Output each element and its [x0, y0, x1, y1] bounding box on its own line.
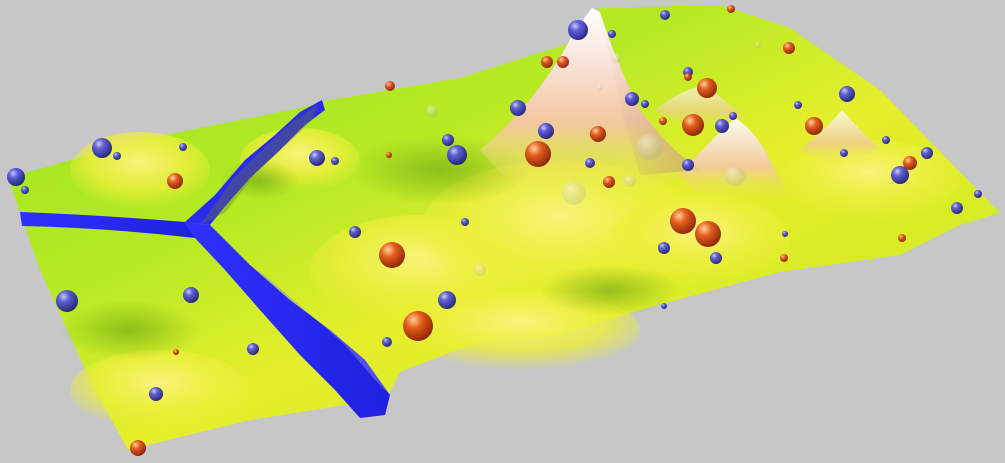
red-sphere	[557, 56, 569, 68]
red-sphere	[541, 56, 553, 68]
spheres	[7, 5, 982, 456]
red-sphere	[590, 126, 606, 142]
red-sphere	[525, 141, 551, 167]
red-sphere	[167, 173, 183, 189]
blue-sphere	[625, 92, 639, 106]
blue-sphere	[349, 226, 361, 238]
blue-sphere	[247, 343, 259, 355]
blue-sphere	[538, 123, 554, 139]
translucent-sphere	[474, 264, 486, 276]
red-sphere	[903, 156, 917, 170]
red-sphere	[379, 242, 405, 268]
red-sphere	[780, 254, 788, 262]
blue-sphere	[974, 190, 982, 198]
terrain-shadow	[60, 300, 200, 360]
blue-sphere	[461, 218, 469, 226]
blue-sphere	[921, 147, 933, 159]
river-west	[20, 212, 195, 238]
blue-sphere	[585, 158, 595, 168]
red-sphere	[898, 234, 906, 242]
red-sphere	[385, 81, 395, 91]
red-sphere	[386, 152, 392, 158]
red-sphere	[130, 440, 146, 456]
red-sphere	[603, 176, 615, 188]
blue-sphere	[56, 290, 78, 312]
red-sphere	[659, 117, 667, 125]
river-channel	[185, 222, 390, 418]
blue-sphere	[608, 30, 616, 38]
blue-sphere	[438, 291, 456, 309]
blue-sphere	[682, 159, 694, 171]
red-sphere	[805, 117, 823, 135]
translucent-sphere	[725, 166, 745, 186]
secondary-peak	[680, 118, 790, 200]
blue-sphere	[568, 20, 588, 40]
blue-sphere	[710, 252, 722, 264]
blue-sphere	[839, 86, 855, 102]
blue-sphere	[951, 202, 963, 214]
blue-sphere	[891, 166, 909, 184]
translucent-sphere	[637, 134, 663, 160]
red-sphere	[403, 311, 433, 341]
red-sphere	[173, 349, 179, 355]
hill	[70, 132, 210, 208]
blue-sphere	[309, 150, 325, 166]
red-sphere	[682, 114, 704, 136]
red-sphere	[670, 208, 696, 234]
blue-sphere	[447, 145, 467, 165]
blue-sphere	[510, 100, 526, 116]
red-sphere	[695, 221, 721, 247]
blue-sphere	[442, 134, 454, 146]
translucent-sphere	[562, 181, 586, 205]
river-bank-shade	[200, 104, 318, 225]
blue-sphere	[21, 186, 29, 194]
translucent-sphere	[597, 85, 603, 91]
terrain-shadow	[540, 265, 680, 315]
blue-sphere	[794, 101, 802, 109]
blue-sphere	[715, 119, 729, 133]
blue-sphere	[179, 143, 187, 151]
blue-sphere	[882, 136, 890, 144]
ridge-peak	[655, 85, 745, 130]
translucent-sphere	[624, 175, 636, 187]
translucent-sphere	[426, 105, 438, 117]
river-north	[185, 100, 325, 225]
translucent-sphere	[612, 53, 622, 63]
blue-sphere	[782, 231, 788, 237]
red-sphere	[684, 73, 692, 81]
blue-sphere	[382, 337, 392, 347]
blue-sphere	[661, 303, 667, 309]
blue-sphere	[149, 387, 163, 401]
blue-sphere	[660, 10, 670, 20]
blue-sphere	[729, 112, 737, 120]
small-peak	[800, 110, 880, 165]
translucent-sphere	[755, 42, 761, 48]
red-sphere	[697, 78, 717, 98]
blue-sphere	[183, 287, 199, 303]
blue-sphere	[7, 168, 25, 186]
red-sphere	[727, 5, 735, 13]
blue-sphere	[840, 149, 848, 157]
blue-sphere	[641, 100, 649, 108]
blue-sphere	[658, 242, 670, 254]
blue-sphere	[331, 157, 339, 165]
blue-sphere	[92, 138, 112, 158]
blue-sphere	[113, 152, 121, 160]
red-sphere	[783, 42, 795, 54]
